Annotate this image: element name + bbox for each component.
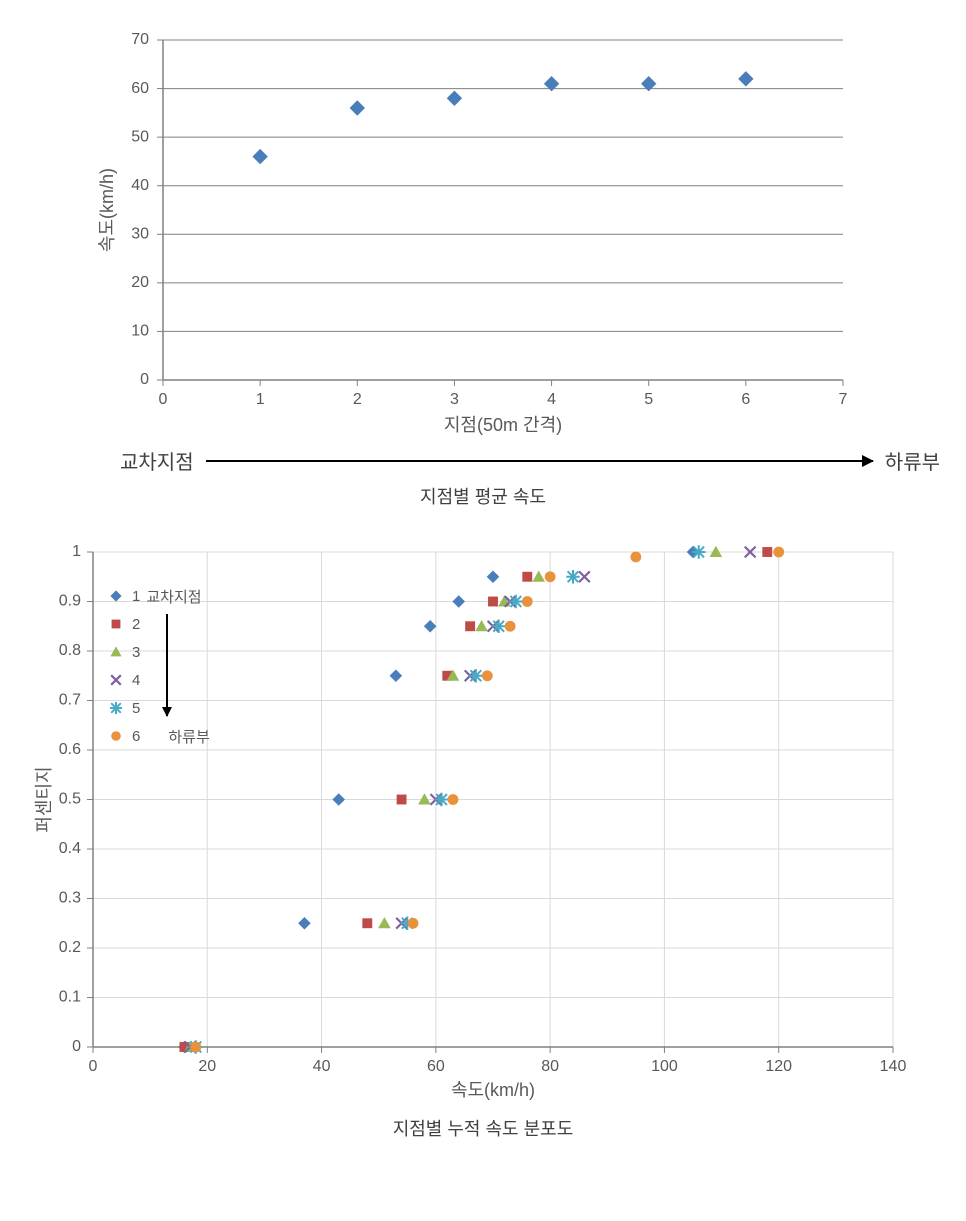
svg-text:0.6: 0.6 <box>59 741 81 758</box>
legend-label-6: 6 <box>132 728 140 745</box>
svg-text:1: 1 <box>72 543 81 560</box>
legend-label-2: 2 <box>132 616 140 633</box>
legend-label-1: 1 <box>132 588 140 605</box>
svg-text:40: 40 <box>131 177 149 194</box>
svg-text:0.3: 0.3 <box>59 890 81 907</box>
svg-text:0.4: 0.4 <box>59 840 81 857</box>
svg-text:0: 0 <box>159 391 168 408</box>
svg-text:6: 6 <box>741 391 750 408</box>
svg-text:0: 0 <box>140 371 149 388</box>
svg-text:140: 140 <box>880 1058 907 1075</box>
legend-glyph-2 <box>108 616 126 632</box>
legend-glyph-1 <box>108 588 126 604</box>
svg-text:0.1: 0.1 <box>59 989 81 1006</box>
legend-glyph-6 <box>108 728 126 744</box>
svg-text:7: 7 <box>839 391 848 408</box>
avg-speed-chart-svg: 0 10 20 30 40 50 60 70 0 1 2 3 4 5 6 7 지점(50m 간격) 속도(km/h… <box>73 20 893 440</box>
legend-item-2: 2 <box>108 610 210 638</box>
svg-text:30: 30 <box>131 226 149 243</box>
svg-text:50: 50 <box>131 128 149 145</box>
caption-2: 지점별 누적 속도 분포도 <box>20 1115 946 1141</box>
arrow-left-label: 교차지점 <box>120 446 194 475</box>
svg-text:60: 60 <box>427 1058 445 1075</box>
arrow-line <box>206 460 873 462</box>
svg-text:0: 0 <box>89 1058 98 1075</box>
svg-text:80: 80 <box>541 1058 559 1075</box>
legend-glyph-3 <box>108 644 126 660</box>
svg-text:퍼센티지: 퍼센티지 <box>34 766 54 832</box>
svg-text:0.9: 0.9 <box>59 593 81 610</box>
svg-text:2: 2 <box>353 391 362 408</box>
svg-text:4: 4 <box>547 391 556 408</box>
svg-text:120: 120 <box>765 1058 792 1075</box>
svg-text:0.7: 0.7 <box>59 692 81 709</box>
svg-text:40: 40 <box>313 1058 331 1075</box>
svg-text:0.2: 0.2 <box>59 939 81 956</box>
legend-arrow <box>166 614 168 716</box>
direction-arrow-row: 교차지점 하류부 <box>20 440 966 475</box>
svg-text:0.8: 0.8 <box>59 642 81 659</box>
legend-item-1: 1교차지점 <box>108 582 210 610</box>
legend-label-4: 4 <box>132 672 140 689</box>
cdf-legend: 1교차지점 2 3 4 5 6하류부 <box>108 582 210 750</box>
cdf-chart: 0 0.1 0.2 0.3 0.4 0.5 0.6 0.7 0.8 0.9 1 0 20 40 60 80 10… <box>23 527 943 1107</box>
legend-label-3: 3 <box>132 644 140 661</box>
avg-speed-chart: 0 10 20 30 40 50 60 70 0 1 2 3 4 5 6 7 지점(50m 간격) 속도(km/h… <box>73 20 893 440</box>
legend-label-5: 5 <box>132 700 140 717</box>
legend-item-4: 4 <box>108 666 210 694</box>
legend-item-5: 5 <box>108 694 210 722</box>
legend-item-6: 6하류부 <box>108 722 210 750</box>
svg-text:속도(km/h): 속도(km/h) <box>451 1080 535 1100</box>
svg-text:20: 20 <box>198 1058 216 1075</box>
legend-item-3: 3 <box>108 638 210 666</box>
caption-1: 지점별 평균 속도 <box>20 483 946 509</box>
svg-text:속도(km/h): 속도(km/h) <box>97 168 117 252</box>
arrow-right-label: 하류부 <box>885 446 940 475</box>
svg-text:1: 1 <box>256 391 265 408</box>
svg-text:지점(50m 간격): 지점(50m 간격) <box>444 415 562 435</box>
svg-text:5: 5 <box>644 391 653 408</box>
svg-text:0: 0 <box>72 1038 81 1055</box>
svg-text:3: 3 <box>450 391 459 408</box>
svg-text:100: 100 <box>651 1058 678 1075</box>
svg-text:20: 20 <box>131 274 149 291</box>
svg-text:70: 70 <box>131 31 149 48</box>
legend-glyph-4 <box>108 672 126 688</box>
legend-glyph-5 <box>108 700 126 716</box>
svg-text:0.5: 0.5 <box>59 791 81 808</box>
svg-text:60: 60 <box>131 80 149 97</box>
svg-text:10: 10 <box>131 323 149 340</box>
